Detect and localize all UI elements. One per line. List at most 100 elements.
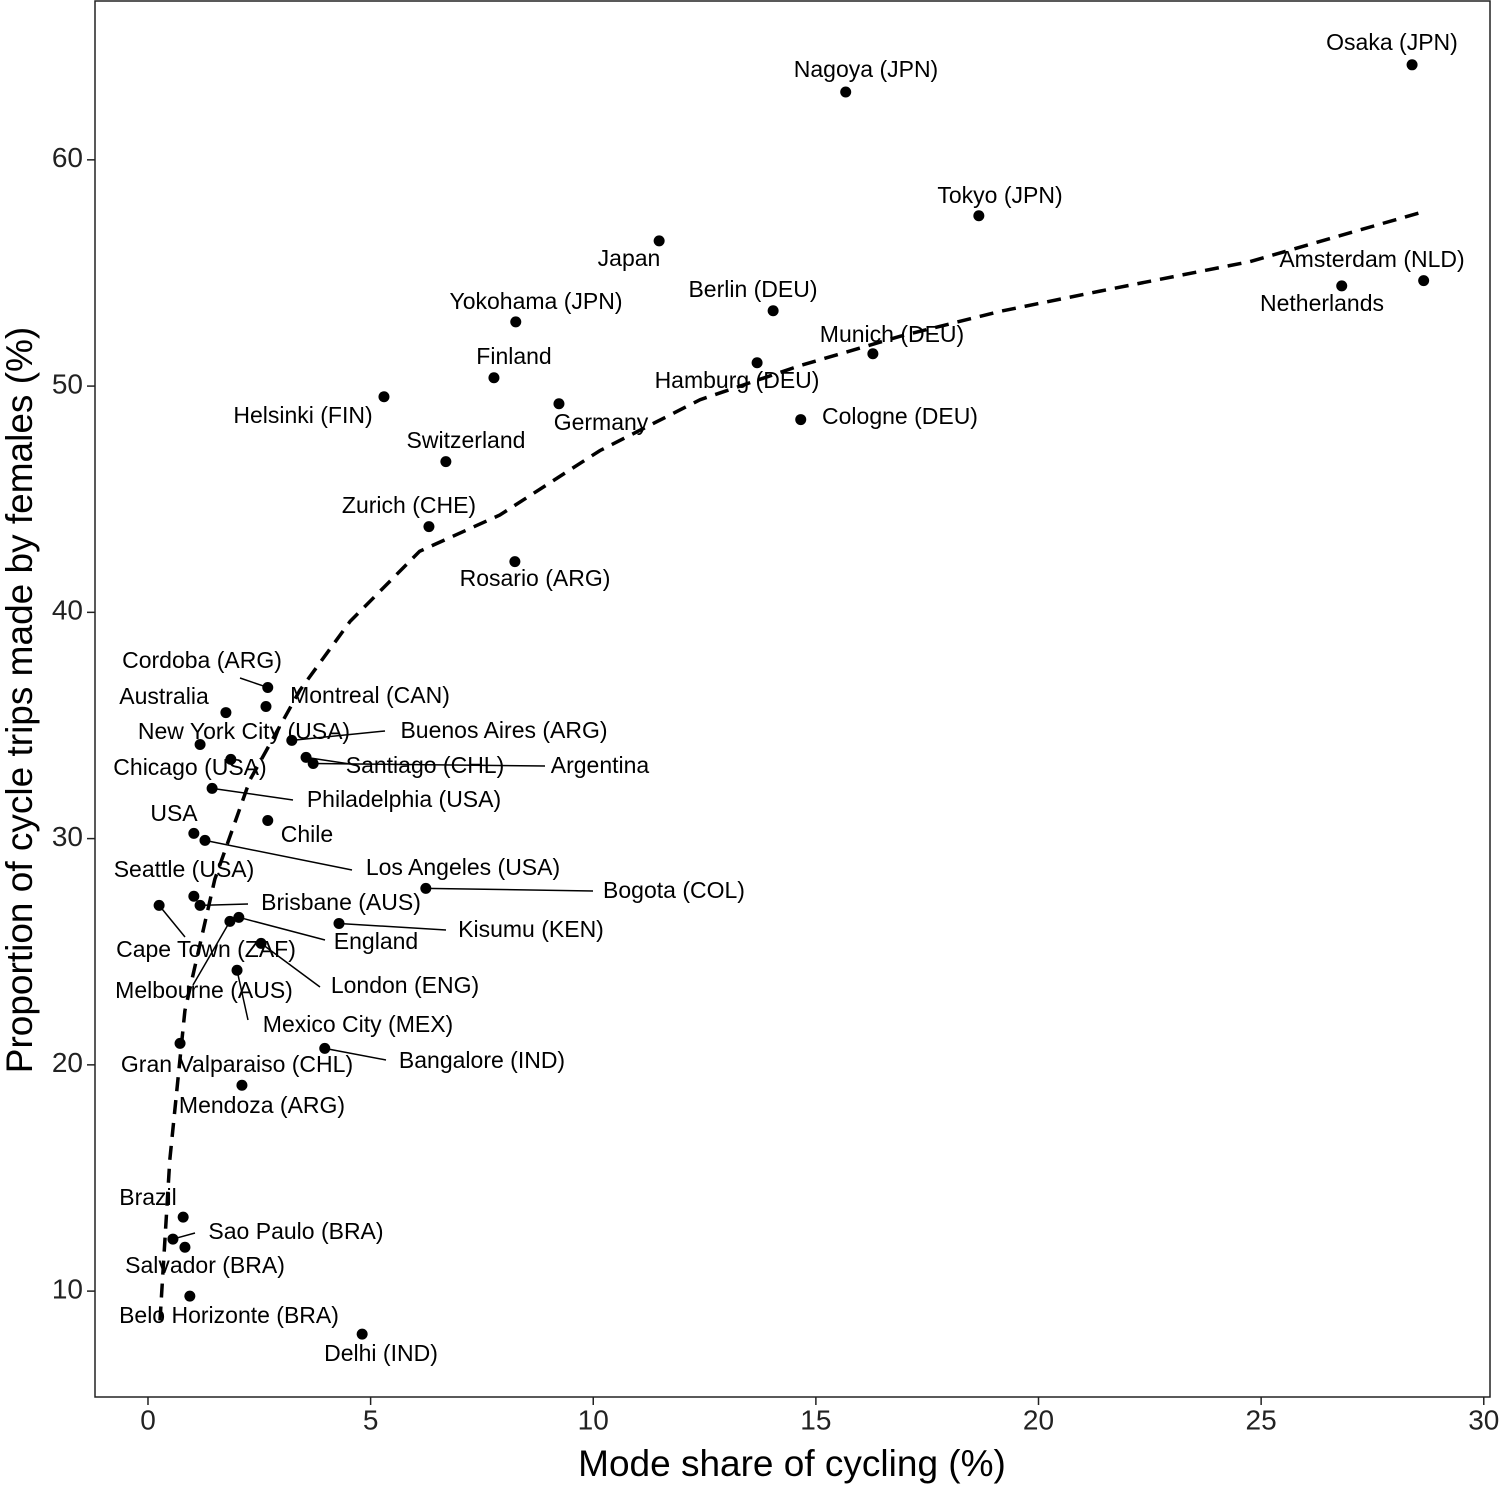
point-label: Switzerland [407,427,526,453]
point [174,1037,186,1049]
point-label: Cordoba (ARG) [122,647,282,673]
point [423,521,435,533]
point-label: Hamburg (DEU) [655,367,820,393]
point-label: Brisbane (AUS) [261,889,421,915]
point [199,834,211,846]
point [319,1042,331,1054]
point-label: Bogota (COL) [603,877,745,903]
leader-line [324,1047,387,1061]
point [653,235,665,247]
point [300,751,312,763]
point [420,882,432,894]
point-label: Rosario (ARG) [460,565,611,591]
fit-line [158,211,1421,1321]
y-tick-label: 40 [52,595,83,626]
point [255,937,267,949]
x-tick-label: 10 [578,1404,609,1435]
point-label: England [334,928,418,954]
point [188,827,200,839]
point [224,915,236,927]
point [177,1211,189,1223]
leader-line [204,839,353,871]
point [262,681,274,693]
point-label: Chile [281,821,333,847]
point-label: Argentina [551,752,650,778]
point [179,1241,191,1253]
leader-line [200,903,249,907]
point-label: Australia [119,683,209,709]
point [225,753,237,765]
x-tick-label: 15 [800,1404,831,1435]
point-label: Osaka (JPN) [1326,29,1458,55]
point [231,964,243,976]
point [767,305,779,317]
point-label: Yokohama (JPN) [449,288,622,314]
point-label: London (ENG) [331,972,479,998]
point-label: Cologne (DEU) [822,403,978,429]
point-label: Bangalore (IND) [399,1047,565,1073]
y-tick-label: 30 [52,821,83,852]
x-tick-label: 25 [1246,1404,1277,1435]
leader-line [211,787,294,801]
point [867,348,879,360]
point-label: Kisumu (KEN) [458,916,604,942]
point [286,734,298,746]
point [262,814,274,826]
point-label: Los Angeles (USA) [366,854,560,880]
point [1418,275,1430,287]
leader-line [425,887,594,892]
point-label: Germany [554,409,649,435]
point [184,1290,196,1302]
point [333,917,345,929]
y-axis-title: Proportion of cycle trips made by female… [0,327,40,1073]
point [188,890,200,902]
point-label: Brazil [119,1184,177,1210]
point [378,391,390,403]
plot-frame [94,0,1491,1398]
y-tick-label: 50 [52,368,83,399]
point [194,899,206,911]
point-label: Mexico City (MEX) [263,1011,453,1037]
point [307,757,319,769]
x-axis-title: Mode share of cycling (%) [578,1443,1006,1484]
point-label: Berlin (DEU) [688,276,817,302]
point-label: Mendoza (ARG) [179,1092,345,1118]
point [206,782,218,794]
leader-line [338,922,447,931]
point-label: Munich (DEU) [820,321,964,347]
point [194,738,206,750]
x-tick-label: 0 [140,1404,156,1435]
point-label: Cape Town (ZAF) [116,936,296,962]
point [973,210,985,222]
y-tick-label: 10 [52,1274,83,1305]
x-tick-label: 30 [1468,1404,1499,1435]
point-label: Tokyo (JPN) [937,182,1062,208]
point [1336,280,1348,292]
point-label: Delhi (IND) [324,1340,438,1366]
point [751,357,763,369]
leader-line [313,762,546,767]
point [795,414,807,426]
point-label: Philadelphia (USA) [307,786,501,812]
point [260,700,272,712]
point [510,316,522,328]
point [1406,59,1418,71]
point-label: USA [150,800,198,826]
point [488,372,500,384]
y-tick-label: 60 [52,142,83,173]
point-label: New York City (USA) [138,718,350,744]
point-label: Santiago (CHL) [346,752,505,778]
point-label: Japan [598,245,661,271]
leader-line [192,921,231,986]
point [233,911,245,923]
point [840,86,852,98]
point-label: Buenos Aires (ARG) [400,717,607,743]
point-label: Seattle (USA) [114,856,255,882]
point-label: Helsinki (FIN) [233,402,372,428]
point-label: Montreal (CAN) [290,682,450,708]
leader-line [260,942,321,988]
point [153,899,165,911]
point-label: Salvador (BRA) [125,1252,285,1278]
leader-line [291,730,386,742]
